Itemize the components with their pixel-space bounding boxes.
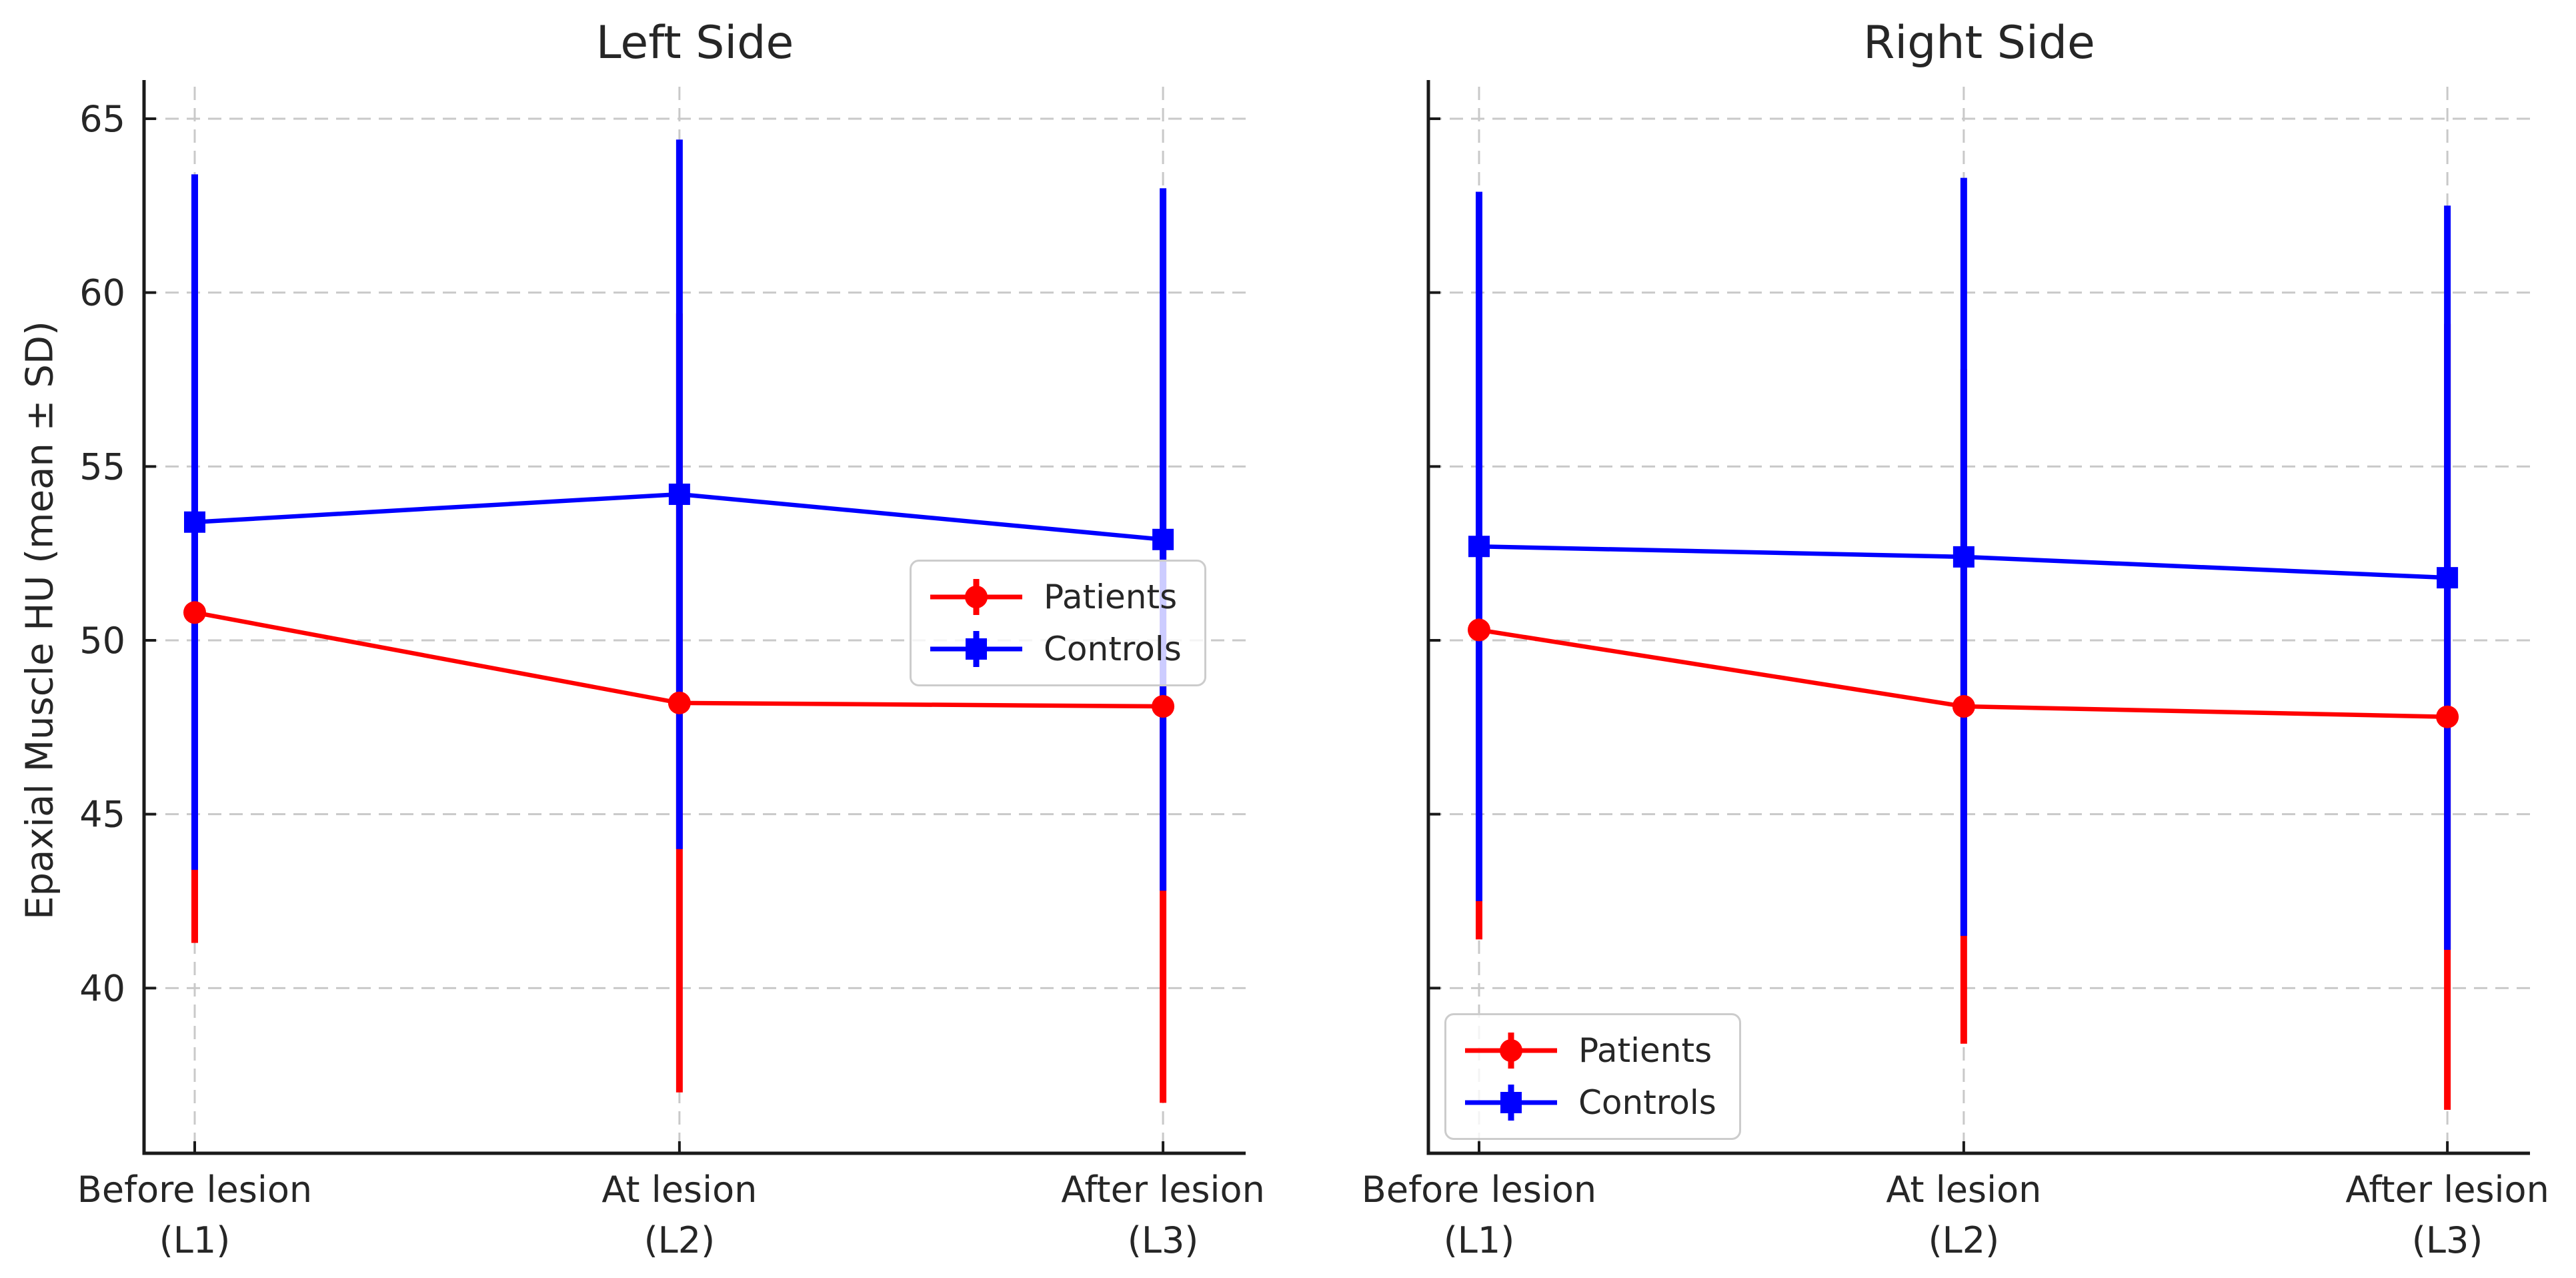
left-subplot-title: Left Side [595,17,794,69]
legend-label-controls: Controls [1044,630,1182,668]
legend-label-patients: Patients [1044,578,1178,616]
x-tick-label: After lesion (L3) [2345,1169,2549,1261]
y-tick-label: 50 [79,620,125,662]
y-tick-label: 40 [79,967,125,1009]
legend-right: Patients Controls [1444,1013,1741,1140]
legend-item-patients: Patients [926,574,1182,620]
circle-marker [183,601,206,624]
y-tick-label: 65 [79,98,125,140]
patients-errorbar-key-icon [930,579,1022,615]
patients-errorbar-key-icon [1465,1033,1557,1069]
controls-errorbar-key-icon [930,631,1022,667]
x-tick-label: After lesion (L3) [1061,1169,1264,1261]
left-axes: 40 45 50 55 60 65 Before lesion (L1) At lesion (L… [77,80,1265,1261]
y-axis-label: Epaxial Muscle HU (mean ± SD) [18,321,62,920]
legend-label-controls: Controls [1578,1083,1716,1122]
x-tick-label: Before lesion (L1) [77,1169,312,1261]
x-tick-label: Before lesion (L1) [1362,1169,1596,1261]
circle-marker [668,691,691,714]
legend-item-controls: Controls [1461,1079,1716,1126]
square-marker [1152,528,1174,550]
square-marker [1468,536,1490,558]
y-tick-label: 45 [79,794,125,836]
square-marker [1953,546,1975,568]
circle-marker [1152,695,1175,718]
right-axes: Before lesion (L1) At lesion (L2) After lesi… [1362,80,2549,1261]
y-tick-label: 55 [79,446,125,488]
circle-marker [1467,618,1490,642]
square-marker [668,484,690,506]
circle-marker [2436,705,2459,728]
right-subplot-title: Right Side [1863,17,2095,69]
y-tick-label: 60 [79,272,125,314]
square-marker [183,511,205,533]
square-marker [2437,567,2459,589]
legend-left: Patients Controls [910,560,1206,686]
circle-marker [1952,695,1975,718]
legend-item-patients: Patients [1461,1027,1716,1074]
controls-errorbar-key-icon [1465,1085,1557,1121]
legend-label-patients: Patients [1578,1031,1712,1070]
x-tick-label: At lesion (L2) [601,1169,757,1261]
legend-item-controls: Controls [926,626,1182,672]
x-tick-label: At lesion (L2) [1886,1169,2041,1261]
